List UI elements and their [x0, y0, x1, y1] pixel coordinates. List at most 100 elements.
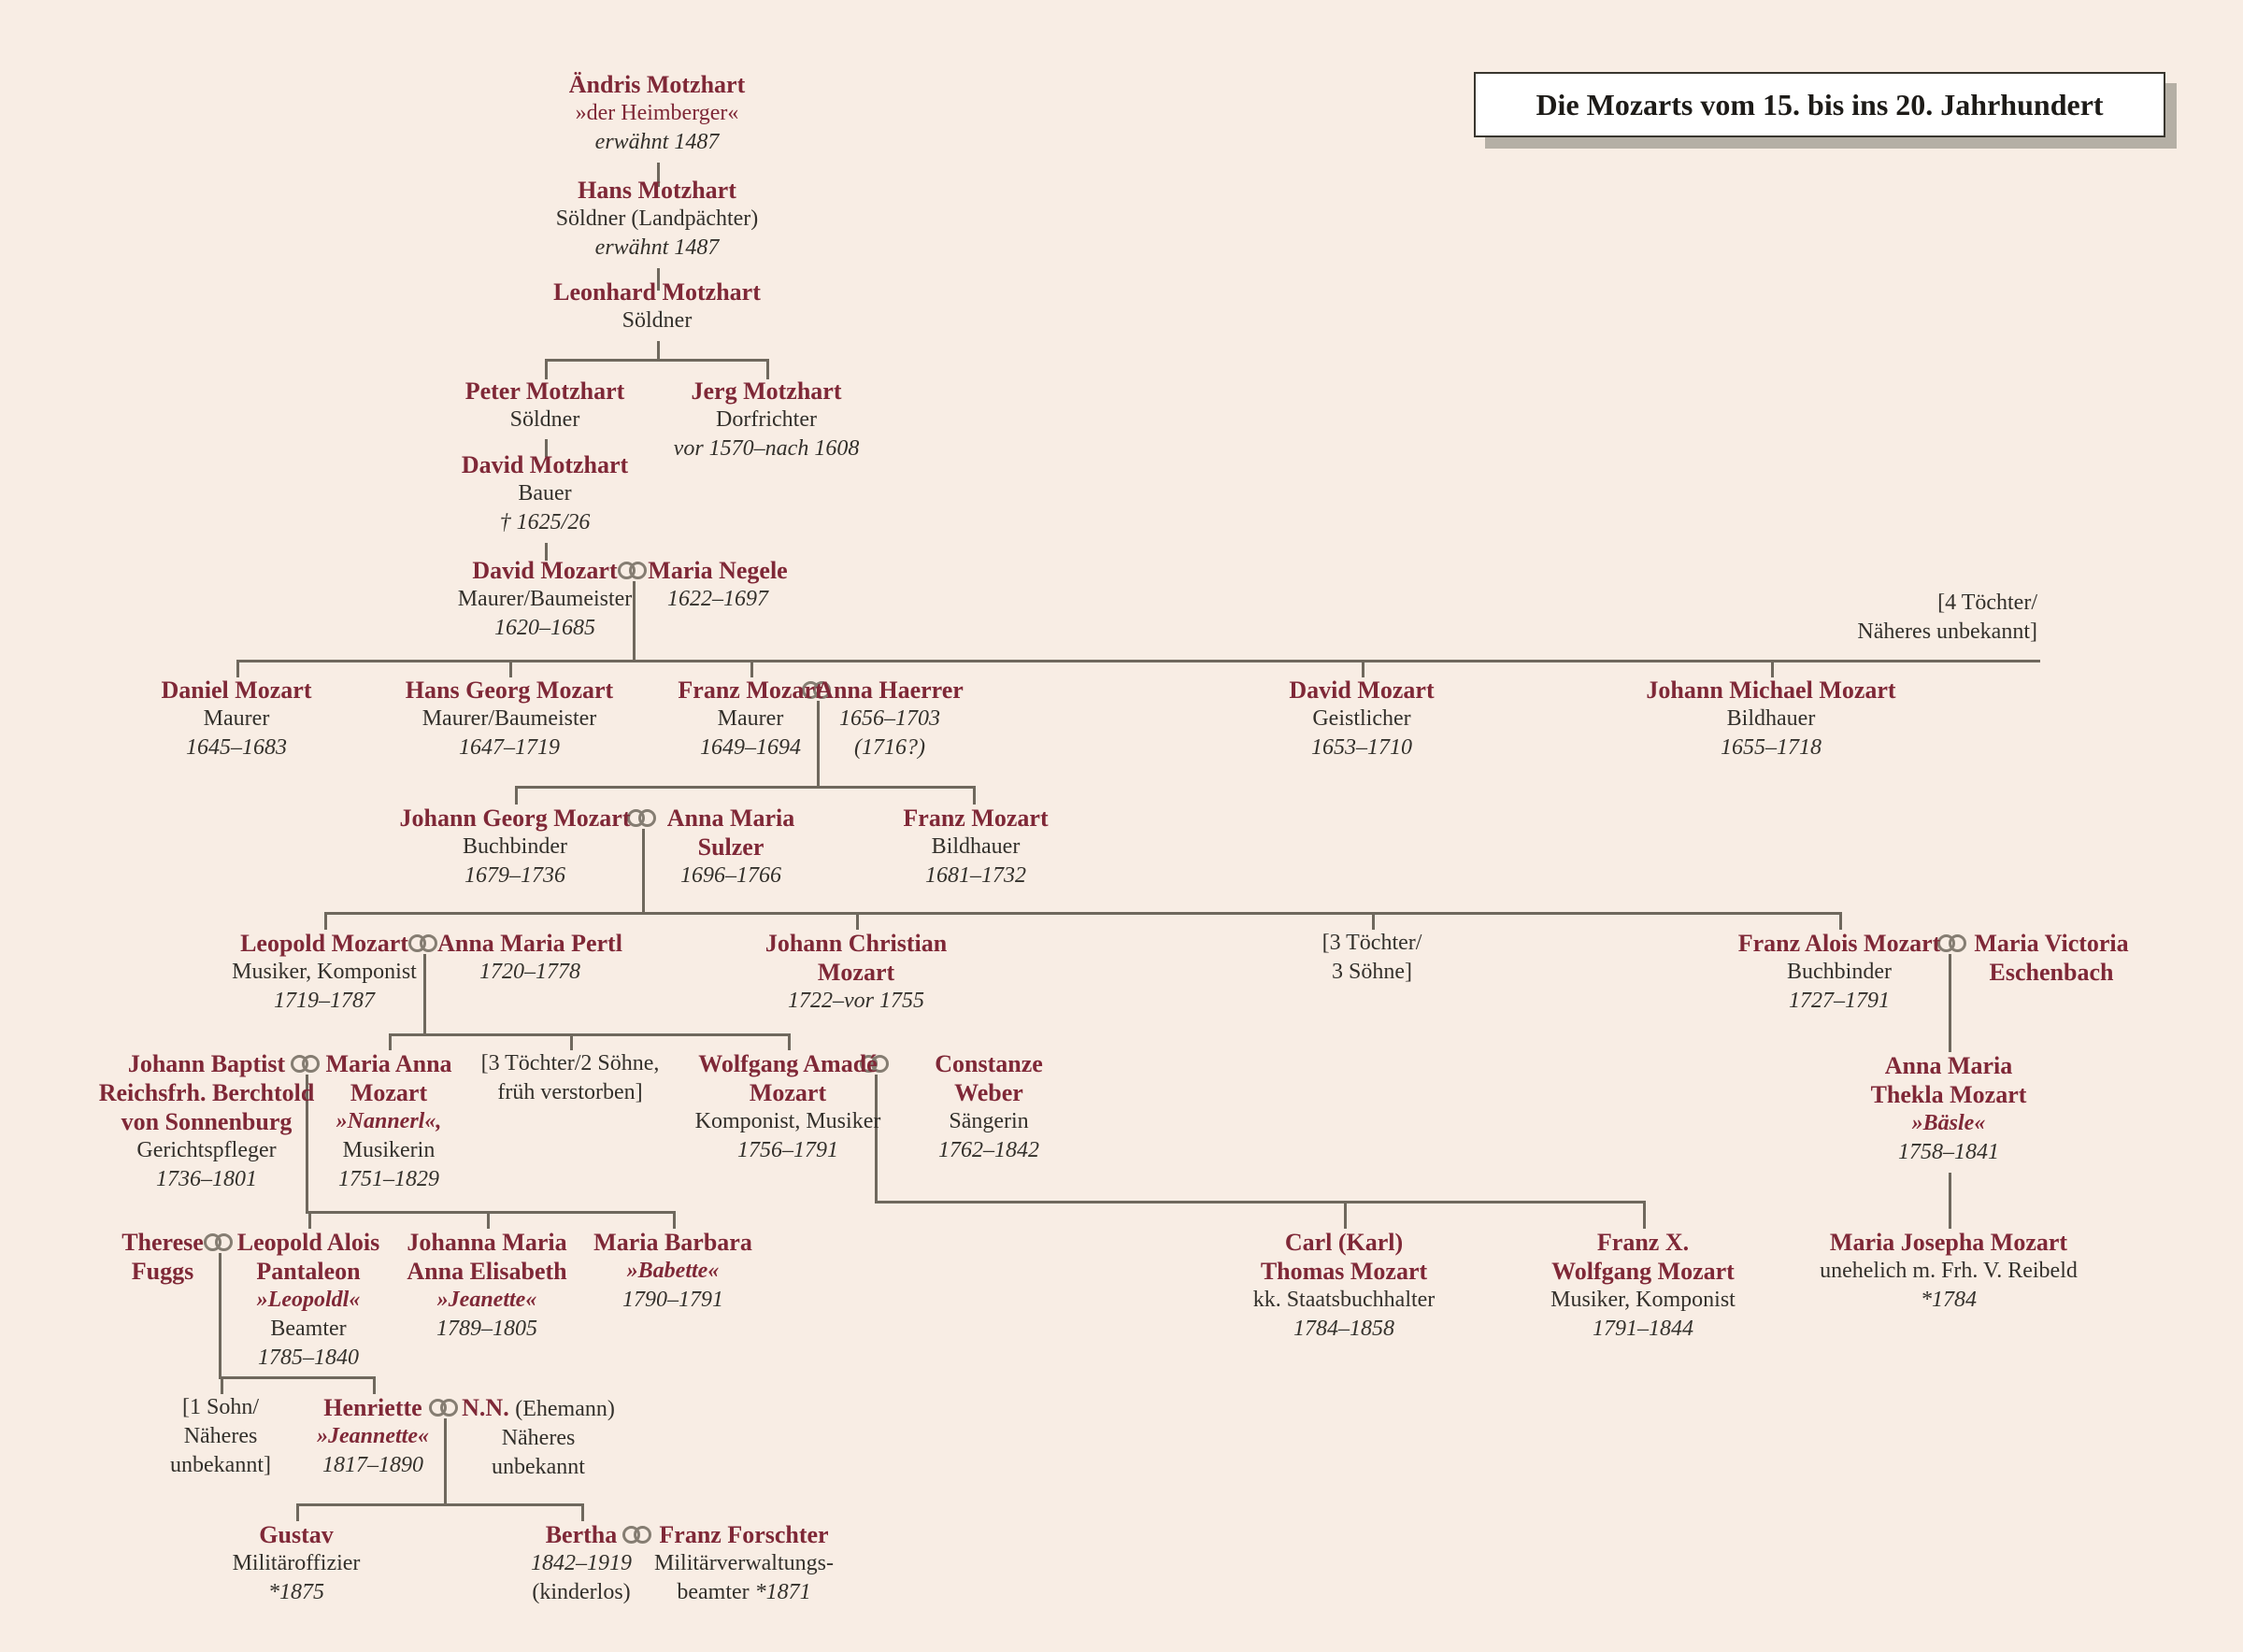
henriette-jeannette: Henriette »Jeannette« 1817–1890: [317, 1393, 429, 1480]
johanna-maria-anna-elisabeth-line-2: »Jeanette«: [436, 1288, 537, 1312]
tree-connector-line: [373, 1376, 376, 1394]
marriage-rings-icon: [204, 1233, 234, 1252]
carl-thomas-mozart-line-2: kk. Staatsbuchhalter: [1252, 1288, 1436, 1312]
wolfgang-amade-mozart-line-0: Wolfgang Amadé: [698, 1050, 878, 1077]
anna-maria-sulzer-line-1: Sulzer: [697, 833, 764, 861]
tree-connector-line: [221, 1376, 223, 1394]
tree-connector-line: [875, 1201, 1646, 1203]
johanna-maria-anna-elisabeth-line-1: Anna Elisabeth: [407, 1258, 567, 1285]
anna-maria-thekla-mozart-line-1: Thekla Mozart: [1870, 1081, 2027, 1108]
tree-connector-line: [788, 1033, 791, 1050]
carl-thomas-mozart-line-1: Thomas Mozart: [1260, 1258, 1428, 1285]
note-1-sohn-line-2: unbekannt]: [170, 1453, 271, 1477]
constanze-weber-line-1: Weber: [954, 1079, 1023, 1106]
johann-michael-mozart-line-0: Johann Michael Mozart: [1646, 676, 1896, 704]
hans-motzhart-line-1: Söldner (Landpächter): [555, 206, 759, 231]
johann-baptist-berchtold-line-2: von Sonnenburg: [121, 1108, 293, 1135]
tree-connector-line: [515, 786, 976, 789]
franz-x-wolfgang-mozart-line-2: Musiker, Komponist: [1550, 1288, 1736, 1312]
johann-georg-mozart: Johann Georg Mozart Buchbinder 1679–1736: [400, 804, 631, 890]
hans-motzhart: Hans Motzhart Söldner (Landpächter) erwähn…: [556, 176, 759, 263]
anna-maria-thekla-mozart-line-2: »Bäsle«: [1911, 1111, 1986, 1135]
henriette-jeannette-line-0: Henriette: [323, 1394, 422, 1421]
constanze-weber-line-0: Constanze: [935, 1050, 1043, 1077]
franz-alois-mozart-line-2: 1727–1791: [1788, 989, 1890, 1013]
hans-motzhart-line-0: Hans Motzhart: [578, 177, 736, 204]
franz-forschter-line-0: Franz Forschter: [659, 1521, 829, 1548]
tree-connector-line: [515, 786, 518, 805]
tree-connector-line: [581, 1503, 584, 1521]
franz-x-wolfgang-mozart: Franz X. Wolfgang Mozart Musiker, Komponis…: [1550, 1228, 1736, 1344]
franz-mozart-maurer: Franz Mozart Maurer 1649–1694: [678, 676, 822, 762]
franz-x-wolfgang-mozart-line-1: Wolfgang Mozart: [1551, 1258, 1735, 1285]
tree-connector-line: [545, 359, 769, 362]
david-motzhart-line-2: † 1625/26: [499, 510, 591, 534]
nn-ehemann: N.N. (Ehemann) Näheres unbekannt: [462, 1393, 615, 1482]
constanze-weber-line-3: 1762–1842: [938, 1138, 1039, 1162]
maria-victoria-eschenbach-line-1: Eschenbach: [1989, 959, 2114, 986]
tree-connector-line: [673, 1211, 676, 1229]
anna-haerrer: Anna Haerrer 1656–1703 (1716?): [816, 676, 964, 762]
tree-connector-line: [296, 1503, 584, 1506]
maria-anna-mozart-nannerl: Maria Anna Mozart »Nannerl«, Musikerin 1751–…: [325, 1049, 451, 1194]
david-mozart-line-2: 1620–1685: [493, 616, 595, 640]
bertha-line-1: 1842–1919: [531, 1551, 632, 1575]
daniel-mozart-line-2: 1645–1683: [185, 735, 287, 760]
note-4-toechter: [4 Töchter/Näheres unbekannt]: [1857, 589, 2037, 647]
tree-connector-line: [545, 543, 548, 561]
therese-fuggs-line-0: Therese: [121, 1229, 204, 1256]
johann-christian-mozart-line-0: Johann Christian: [764, 930, 948, 957]
david-mozart-line-1: Maurer/Baumeister: [457, 587, 633, 611]
leopold-mozart-line-2: 1719–1787: [274, 989, 375, 1013]
nn-ehemann-line-0-seg-0: N.N.: [462, 1394, 516, 1421]
franz-x-wolfgang-mozart-line-3: 1791–1844: [1593, 1317, 1693, 1341]
nn-ehemann-line-0-seg-1: (Ehemann): [515, 1397, 615, 1421]
carl-thomas-mozart-line-0: Carl (Karl): [1284, 1229, 1404, 1256]
franz-forschter-line-2-seg-1: *1871: [754, 1580, 811, 1604]
tree-connector-line: [324, 912, 1842, 915]
maria-anna-mozart-nannerl-line-0: Maria Anna: [325, 1050, 452, 1077]
franz-mozart-bildhauer-line-1: Bildhauer: [931, 834, 1021, 859]
marriage-rings-icon: [429, 1399, 459, 1417]
marriage-rings-icon: [802, 681, 832, 700]
nn-ehemann-line-2: unbekannt: [492, 1455, 585, 1479]
johann-christian-mozart: Johann Christian Mozart 1722–vor 1755: [765, 929, 947, 1016]
johann-baptist-berchtold-line-1: Reichsfrh. Berchtold: [98, 1079, 315, 1106]
johanna-maria-anna-elisabeth-line-3: 1789–1805: [436, 1317, 537, 1341]
marriage-rings-icon: [627, 809, 657, 828]
maria-barbara-line-2: 1790–1791: [622, 1288, 723, 1312]
tree-connector-line: [1362, 660, 1364, 677]
anna-haerrer-line-1: 1656–1703: [839, 706, 940, 731]
note-3-toechter-3-soehne: [3 Töchter/3 Söhne]: [1322, 929, 1422, 987]
franz-alois-mozart: Franz Alois Mozart Buchbinder 1727–1791: [1738, 929, 1941, 1016]
note-3-toechter-2-soehne-line-1: früh verstorben]: [497, 1080, 643, 1104]
andris-motzhart-line-0: Ändris Motzhart: [568, 71, 746, 98]
anna-maria-thekla-mozart-line-3: 1758–1841: [1898, 1140, 1999, 1164]
leopold-alois-pantaleon-line-3: Beamter: [270, 1317, 347, 1341]
gustav: Gustav Militäroffizier *1875: [233, 1520, 361, 1607]
johann-georg-mozart-line-1: Buchbinder: [463, 834, 567, 859]
daniel-mozart-line-1: Maurer: [203, 706, 270, 731]
bertha-line-2: (kinderlos): [532, 1580, 631, 1604]
maria-negele-line-1: 1622–1697: [667, 587, 768, 611]
tree-connector-line: [509, 660, 512, 677]
tree-connector-line: [766, 359, 769, 379]
johanna-maria-anna-elisabeth-line-0: Johanna Maria: [407, 1229, 567, 1256]
david-motzhart-line-0: David Motzhart: [461, 451, 629, 478]
marriage-rings-icon: [860, 1055, 890, 1074]
wolfgang-amade-mozart: Wolfgang Amadé Mozart Komponist, Musiker 17…: [695, 1049, 881, 1165]
anna-haerrer-line-2: (1716?): [854, 735, 925, 760]
maria-josepha-mozart: Maria Josepha Mozart unehelich m. Frh. V.…: [1820, 1228, 2078, 1315]
marriage-rings-icon: [622, 1526, 652, 1545]
tree-connector-line: [219, 1376, 376, 1379]
anna-maria-pertl: Anna Maria Pertl 1720–1778: [437, 929, 622, 987]
nn-ehemann-line-0: N.N. (Ehemann): [462, 1393, 615, 1424]
constanze-weber-line-2: Sängerin: [949, 1109, 1029, 1133]
marriage-rings-icon: [291, 1055, 321, 1074]
gustav-line-2: *1875: [268, 1580, 324, 1604]
johann-christian-mozart-line-1: Mozart: [817, 959, 895, 986]
johann-michael-mozart-line-1: Bildhauer: [1726, 706, 1816, 731]
nn-ehemann-line-1: Näheres: [501, 1426, 576, 1450]
tree-connector-line: [1344, 1201, 1347, 1229]
